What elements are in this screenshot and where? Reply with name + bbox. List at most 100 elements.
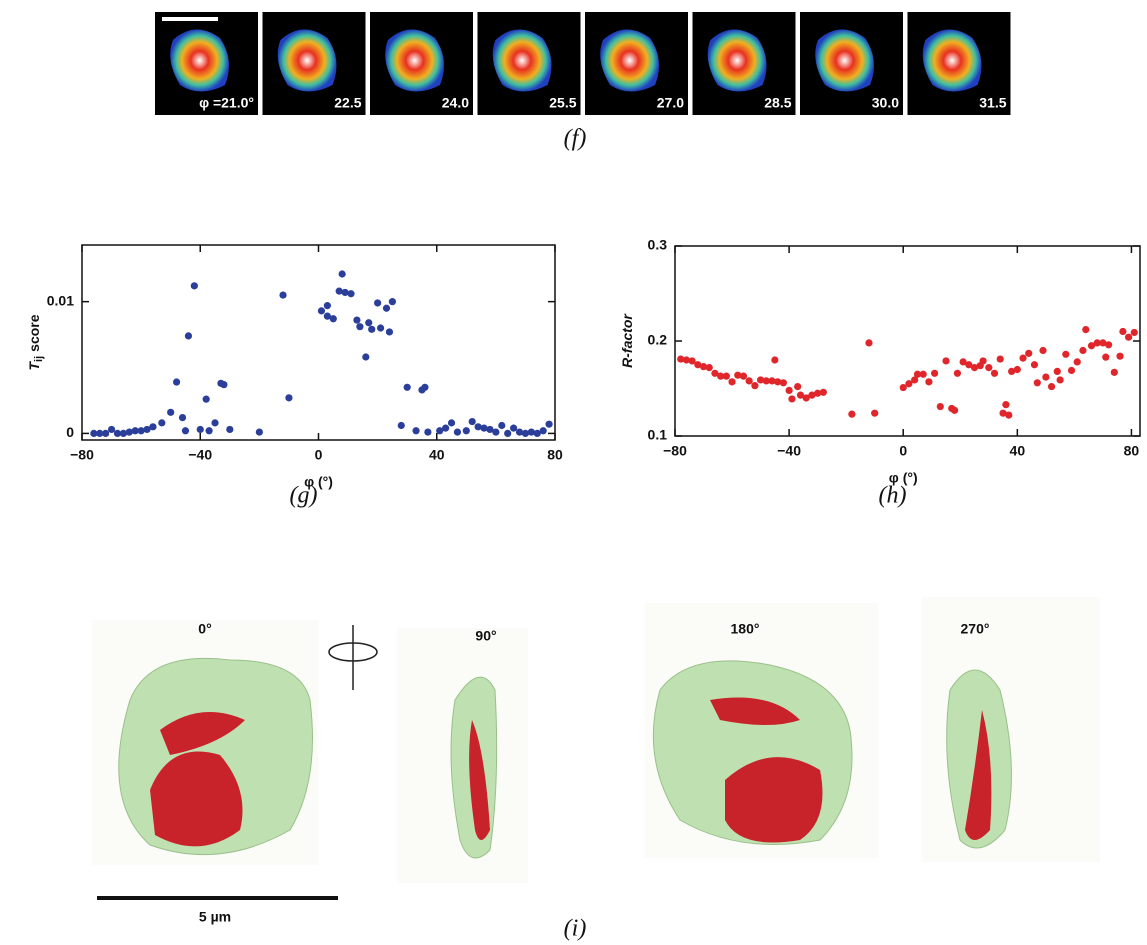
- point: [788, 395, 796, 403]
- point: [285, 394, 293, 402]
- point: [492, 428, 500, 436]
- point: [362, 353, 370, 361]
- point: [1042, 373, 1050, 381]
- frame-label: 27.0: [657, 95, 684, 111]
- frame-label: 24.0: [442, 95, 469, 111]
- point: [527, 428, 535, 436]
- point: [1124, 333, 1133, 341]
- heatmap: [385, 29, 444, 92]
- point: [424, 428, 432, 436]
- point: [774, 378, 782, 386]
- point: [711, 369, 719, 377]
- point: [739, 372, 748, 380]
- point: [329, 315, 337, 323]
- point: [1039, 346, 1047, 355]
- point: [1130, 328, 1138, 337]
- frame-label: 30.0: [872, 95, 899, 111]
- point: [1062, 350, 1070, 358]
- rotation-arrow: [328, 642, 378, 662]
- point: [794, 383, 802, 391]
- heatmap: [815, 29, 874, 92]
- point: [178, 414, 187, 422]
- point: [442, 424, 450, 432]
- point: [999, 409, 1007, 417]
- plot-frame: [81, 244, 556, 441]
- point: [899, 383, 907, 392]
- frame-label: φ =21.0°: [199, 95, 254, 111]
- x-tick-label: 40: [429, 447, 445, 463]
- view-label: 270°: [961, 621, 990, 637]
- point: [808, 391, 816, 399]
- point: [942, 357, 950, 365]
- point: [196, 425, 204, 434]
- point: [1093, 339, 1101, 347]
- heatmap: [492, 29, 552, 92]
- point: [335, 287, 343, 295]
- point: [167, 408, 175, 416]
- point: [96, 429, 104, 438]
- panel-i: 5 µm 0° 90° 180° 270° (i): [92, 597, 1100, 942]
- point: [1116, 352, 1124, 360]
- point: [462, 427, 470, 435]
- point: [802, 394, 810, 402]
- point: [705, 364, 713, 372]
- core: [725, 757, 823, 843]
- x-tick-label: −40: [188, 447, 212, 463]
- view-label: 180°: [731, 621, 760, 637]
- x-tick-label: −80: [70, 447, 94, 463]
- point: [1082, 326, 1090, 334]
- core: [160, 712, 245, 755]
- point: [403, 383, 411, 391]
- point: [814, 389, 822, 397]
- y-tick-label: 0: [66, 424, 74, 440]
- x-tick-label: −40: [777, 443, 801, 459]
- core: [469, 720, 490, 840]
- point: [953, 369, 962, 377]
- point: [1067, 366, 1076, 375]
- point: [382, 304, 391, 312]
- point: [125, 428, 133, 436]
- point: [1119, 327, 1127, 336]
- point: [397, 421, 405, 430]
- point: [376, 324, 385, 332]
- point: [751, 382, 759, 390]
- point: [341, 288, 349, 297]
- point: [474, 423, 482, 431]
- point: [498, 421, 506, 430]
- point: [158, 419, 166, 427]
- point: [919, 370, 927, 378]
- frame-label: 22.5: [334, 95, 361, 111]
- point: [959, 358, 967, 366]
- point: [113, 429, 122, 438]
- point: [447, 419, 456, 427]
- point: [323, 302, 331, 310]
- point: [353, 316, 361, 324]
- x-tick-label: 40: [1010, 443, 1026, 459]
- point: [468, 417, 476, 426]
- point: [771, 356, 779, 364]
- point: [762, 377, 770, 385]
- view-label: 0°: [198, 621, 211, 637]
- point: [1087, 342, 1096, 350]
- point: [728, 378, 736, 386]
- point: [365, 319, 373, 327]
- caption: (g): [290, 483, 318, 509]
- point: [1102, 353, 1110, 361]
- point: [279, 291, 287, 299]
- point: [1019, 354, 1027, 362]
- point: [90, 429, 98, 438]
- point: [950, 406, 959, 414]
- y-tick-label: 0.01: [47, 292, 74, 308]
- point: [871, 409, 879, 417]
- point: [173, 378, 181, 386]
- point: [970, 364, 979, 372]
- heatmap: [922, 29, 982, 92]
- point: [504, 429, 512, 438]
- core: [710, 697, 800, 725]
- y-label-main: T: [26, 361, 42, 371]
- y-axis-label: Tij score: [26, 314, 45, 370]
- x-tick-label: 80: [1124, 443, 1140, 459]
- point: [965, 361, 973, 369]
- point: [677, 355, 685, 363]
